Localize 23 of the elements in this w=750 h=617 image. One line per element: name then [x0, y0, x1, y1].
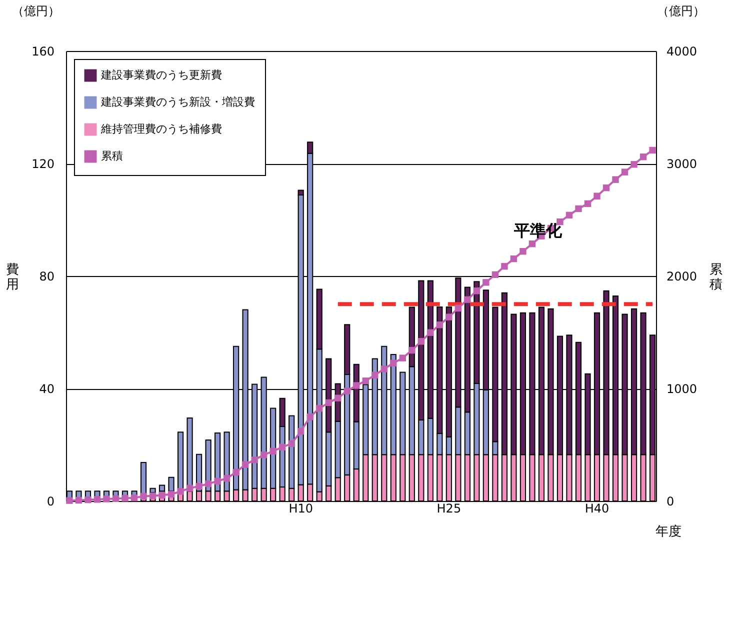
- y-tick-label: 80: [39, 270, 54, 284]
- y2-tick-label: 4000: [666, 44, 698, 58]
- legend-label: 建設事業費のうち新設・増設費: [100, 96, 255, 108]
- legend-label: 累積: [101, 150, 123, 162]
- y-axis-title: 費用: [6, 262, 20, 292]
- y-tick-label: 160: [32, 44, 54, 58]
- legend-label: 建設事業費のうち更新費: [100, 68, 222, 82]
- y2-axis-title: 累積: [710, 262, 723, 292]
- legend-label: 維持管理費のうち補修費: [100, 122, 222, 136]
- y-tick-label: 120: [32, 157, 54, 171]
- y2-tick-label: 3000: [666, 157, 698, 171]
- text: （億円）: [657, 4, 705, 18]
- text: （億円）: [12, 4, 60, 18]
- y-tick-label: 0: [46, 494, 54, 508]
- y2-tick-label: 2000: [666, 270, 698, 284]
- x-axis-title: 年度: [656, 524, 682, 540]
- x-tick-label: H10: [288, 502, 313, 516]
- x-tick-label: H40: [584, 502, 610, 516]
- y2-tick-label: 1000: [666, 382, 698, 396]
- y2-tick-label: 0: [666, 494, 674, 508]
- x-tick-label: H25: [436, 502, 462, 516]
- y-tick-label: 40: [39, 382, 54, 396]
- annotation: 平準化: [513, 221, 563, 240]
